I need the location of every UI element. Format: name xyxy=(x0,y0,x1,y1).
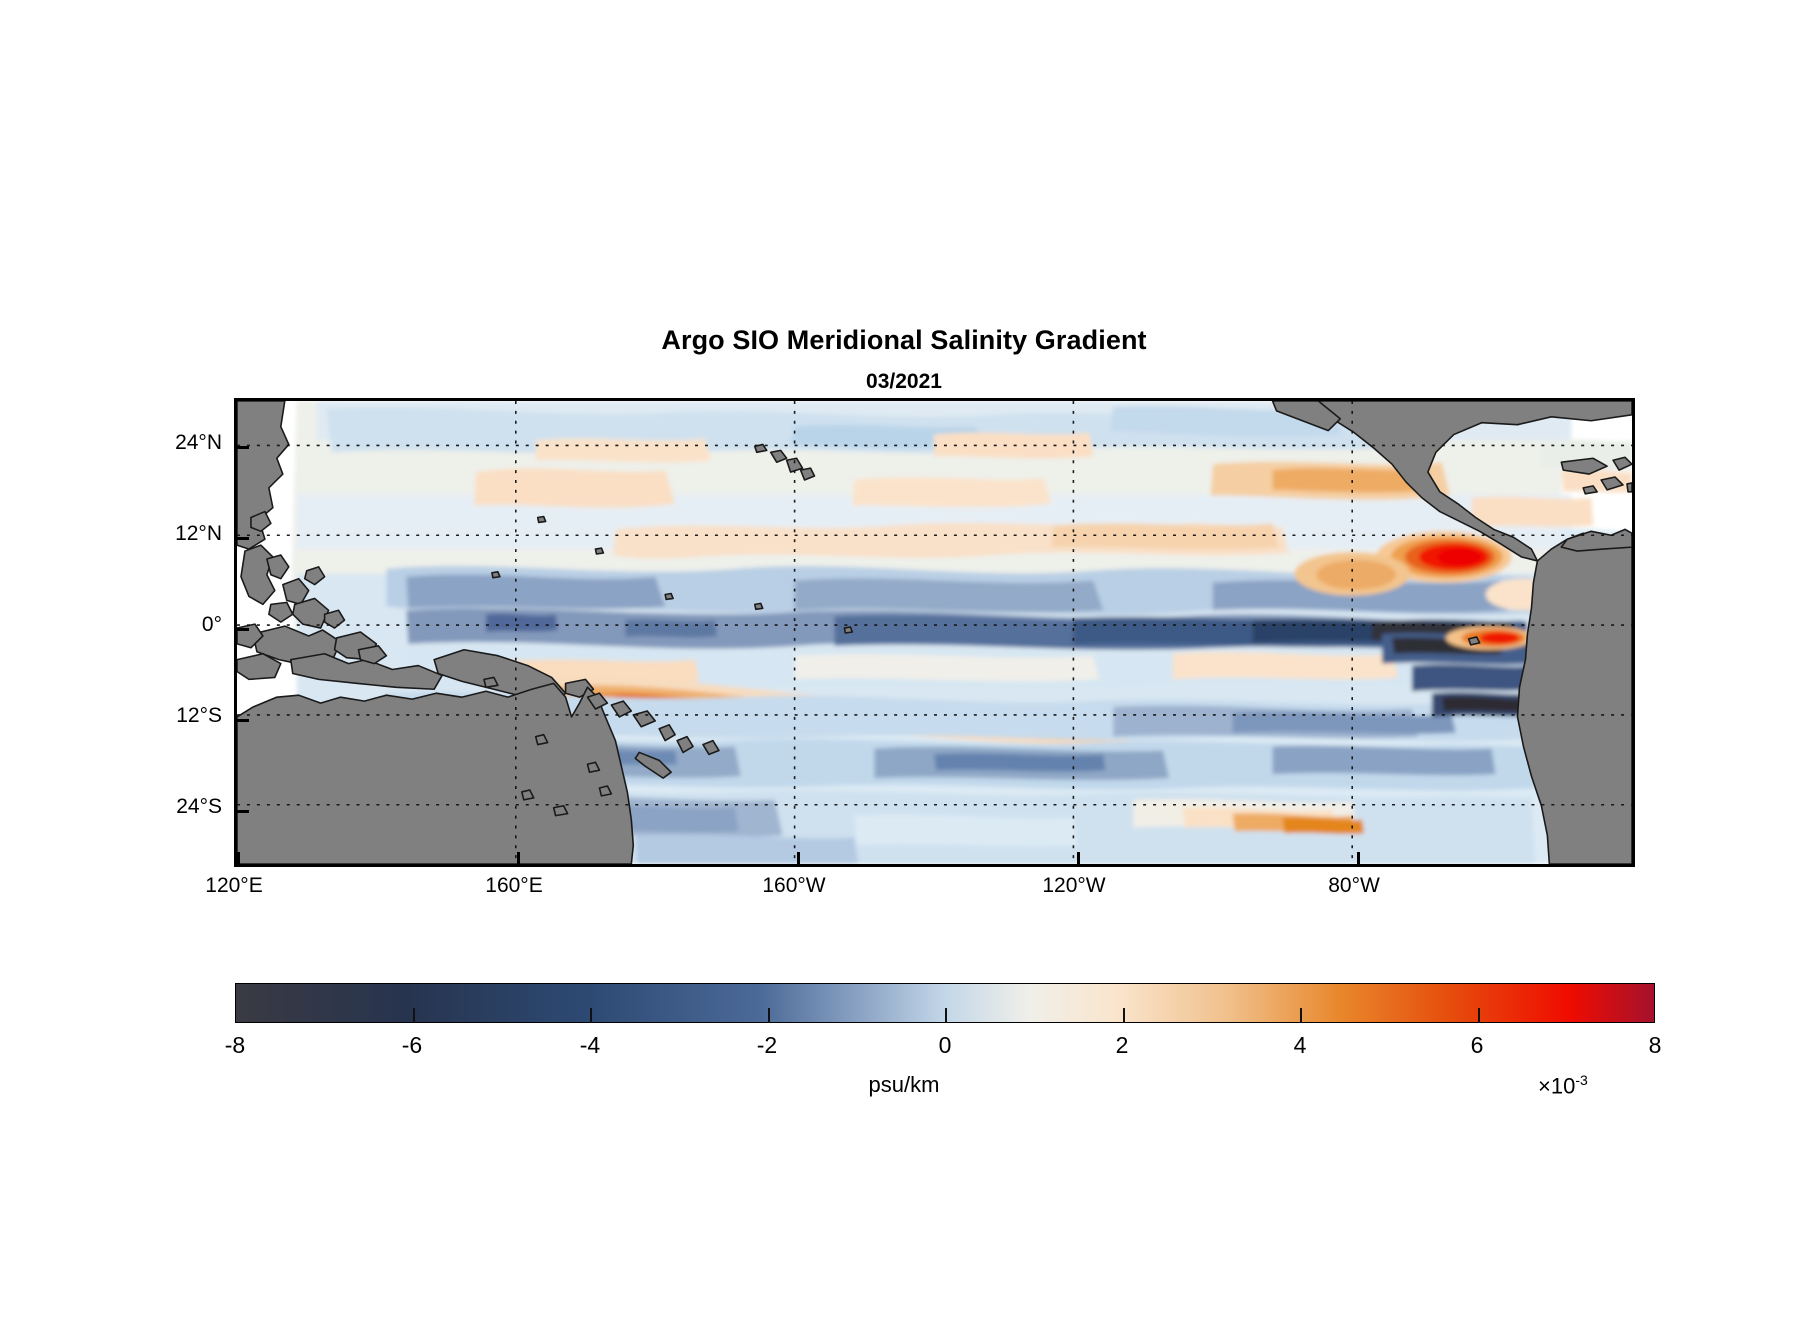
colorbar-label-m6: -6 xyxy=(401,1032,423,1058)
ytick-mark xyxy=(237,628,249,631)
ytick-label-12s: 12°S xyxy=(176,704,222,727)
xtick-mark xyxy=(1357,852,1360,864)
colorbar-tick xyxy=(767,1008,770,1023)
gridlines xyxy=(237,401,1632,864)
xtick-label-160e: 160°E xyxy=(485,874,543,897)
colorbar[interactable] xyxy=(235,983,1655,1023)
colorbar-label-6: 6 xyxy=(1470,1032,1484,1058)
map-plot-area xyxy=(234,398,1635,867)
chart-title: Argo SIO Meridional Salinity Gradient xyxy=(661,325,1147,355)
colorbar-tick xyxy=(412,1008,415,1023)
colorbar-tick xyxy=(1122,1008,1125,1023)
ytick-mark xyxy=(237,537,249,540)
exponent-prefix: ×10 xyxy=(1538,1073,1576,1099)
colorbar-label-4: 4 xyxy=(1293,1032,1307,1058)
exponent-power: -3 xyxy=(1575,1072,1588,1088)
land-mask xyxy=(237,401,1632,864)
colorbar-tick xyxy=(945,1008,947,1023)
ytick-label-12n: 12°N xyxy=(175,522,222,545)
colorbar-label-m4: -4 xyxy=(579,1032,601,1058)
ytick-label-0: 0° xyxy=(201,613,222,636)
xtick-label-160w: 160°W xyxy=(762,874,826,897)
xtick-label-120e: 120°E xyxy=(205,874,263,897)
colorbar-tick xyxy=(590,1008,592,1023)
xtick-label-120w: 120°W xyxy=(1042,874,1106,897)
xtick-mark xyxy=(517,852,520,864)
ytick-mark xyxy=(237,810,249,813)
colorbar-label-2: 2 xyxy=(1115,1032,1129,1058)
colorbar-label-m2: -2 xyxy=(756,1032,778,1058)
xtick-mark xyxy=(1077,852,1080,864)
colorbar-label-8: 8 xyxy=(1648,1032,1662,1058)
ytick-label-24n: 24°N xyxy=(175,431,222,454)
ytick-mark xyxy=(237,719,249,722)
chart-subtitle: 03/2021 xyxy=(866,370,942,393)
colorbar-tick xyxy=(1300,1008,1302,1023)
ytick-label-24s: 24°S xyxy=(176,795,222,818)
xtick-mark xyxy=(797,852,800,864)
colorbar-label-m8: -8 xyxy=(224,1032,246,1058)
colorbar-tick xyxy=(1477,1008,1480,1023)
xtick-label-80w: 80°W xyxy=(1328,874,1380,897)
colorbar-exponent-label: ×10-3 xyxy=(1538,1072,1588,1099)
ytick-mark xyxy=(237,446,249,449)
salinity-gradient-heatmap xyxy=(237,401,1632,864)
xtick-mark xyxy=(237,852,240,864)
colorbar-label-0: 0 xyxy=(938,1032,952,1058)
colorbar-unit-label: psu/km xyxy=(868,1072,940,1097)
